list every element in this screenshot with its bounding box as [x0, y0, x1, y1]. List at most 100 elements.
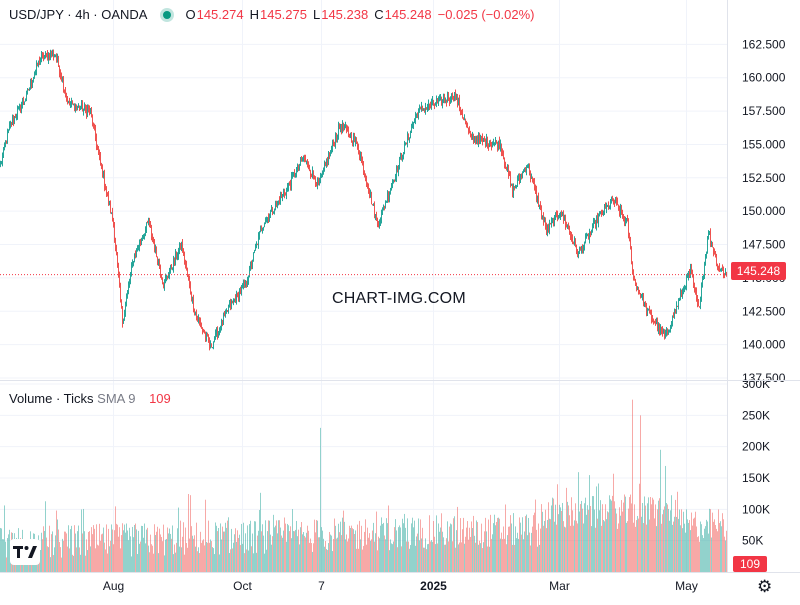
volume-bar — [119, 527, 120, 572]
candle-body — [673, 315, 674, 318]
volume-bar — [489, 546, 490, 572]
candle-body — [624, 217, 625, 223]
volume-bar — [243, 522, 244, 572]
candle-body — [655, 322, 656, 324]
candle-body — [502, 152, 503, 154]
candle-body — [533, 179, 534, 183]
volume-bar — [212, 547, 213, 572]
candle-body — [174, 258, 175, 262]
candle-body — [210, 343, 211, 346]
candle-body — [561, 214, 562, 216]
candle-body — [206, 334, 207, 338]
volume-bar — [310, 538, 311, 572]
volume-bar — [618, 523, 619, 572]
candle-body — [158, 262, 159, 265]
volume-bar — [526, 514, 527, 572]
candle-body — [666, 331, 667, 334]
volume-bar — [191, 526, 192, 572]
volume-bar — [206, 541, 207, 572]
volume-bar — [247, 525, 248, 572]
candle-body — [451, 93, 452, 101]
candle-body — [23, 100, 24, 103]
volume-bar — [586, 514, 587, 572]
gear-icon[interactable]: ⚙ — [757, 577, 773, 596]
tradingview-logo-icon[interactable] — [10, 539, 40, 565]
volume-bar — [329, 531, 330, 572]
volume-bar — [42, 539, 43, 572]
volume-bar — [709, 508, 710, 572]
candle-body — [376, 214, 377, 219]
candle-body — [698, 302, 699, 307]
volume-bar — [582, 508, 583, 572]
candle-body — [100, 155, 101, 164]
candle-body — [596, 217, 597, 228]
candle-body — [589, 232, 590, 239]
volume-bar — [336, 538, 337, 572]
volume-bar — [621, 500, 622, 572]
candle-body — [186, 264, 187, 269]
candle-body — [172, 268, 173, 270]
candle-body — [676, 305, 677, 312]
candle-body — [694, 283, 695, 291]
symbol-title[interactable]: USD/JPY · 4h · OANDA — [9, 7, 148, 22]
volume-bar — [555, 504, 556, 572]
volume-bar — [498, 517, 499, 572]
volume-bar — [460, 518, 461, 572]
candle-body — [297, 164, 298, 170]
candle-body — [67, 97, 68, 104]
volume-bar — [596, 486, 597, 572]
volume-bar — [383, 522, 384, 572]
candle-body — [151, 227, 152, 237]
volume-bar — [213, 548, 214, 572]
candle-body — [29, 87, 30, 91]
candle-body — [679, 298, 680, 300]
candle-body — [287, 186, 288, 189]
candle-body — [255, 247, 256, 251]
candle-body — [441, 97, 442, 105]
candle-body — [70, 104, 71, 106]
candle-body — [690, 267, 691, 275]
volume-bar — [692, 525, 693, 572]
candle-body — [710, 232, 711, 244]
volume-title[interactable]: Volume · Ticks — [9, 391, 94, 406]
candle-body — [326, 161, 327, 164]
candle-body — [391, 186, 392, 190]
candle-body — [264, 224, 265, 227]
volume-bar — [476, 520, 477, 572]
candle-body — [423, 108, 424, 111]
volume-bar — [681, 509, 682, 572]
volume-bar — [146, 529, 147, 572]
candle-body — [619, 208, 620, 214]
candle-body — [437, 100, 438, 103]
volume-bar — [322, 530, 323, 572]
candle-body — [366, 178, 367, 185]
candle-body — [713, 247, 714, 254]
volume-bar — [82, 533, 83, 572]
candle-body — [77, 107, 78, 109]
volume-bar — [167, 527, 168, 572]
candle-body — [60, 73, 61, 76]
candle-body — [212, 347, 213, 349]
candle-body — [489, 143, 490, 147]
volume-bar — [573, 525, 574, 572]
volume-bar — [500, 538, 501, 572]
volume-bar — [697, 537, 698, 572]
candle-body — [358, 146, 359, 152]
candle-body — [383, 206, 384, 208]
candle-body — [578, 252, 579, 256]
volume-bar — [311, 543, 312, 572]
volume-bar — [422, 527, 423, 572]
volume-bar — [228, 517, 229, 572]
volume-bar — [262, 524, 263, 572]
candle-body — [272, 207, 273, 213]
candle-body — [168, 276, 169, 278]
price-tick-label: 162.500 — [742, 37, 786, 51]
volume-bar — [594, 509, 595, 572]
candle-body — [80, 108, 81, 110]
candle-body — [448, 95, 449, 101]
candle-body — [329, 154, 330, 156]
volume-bar — [608, 512, 609, 572]
volume-bar — [133, 537, 134, 572]
